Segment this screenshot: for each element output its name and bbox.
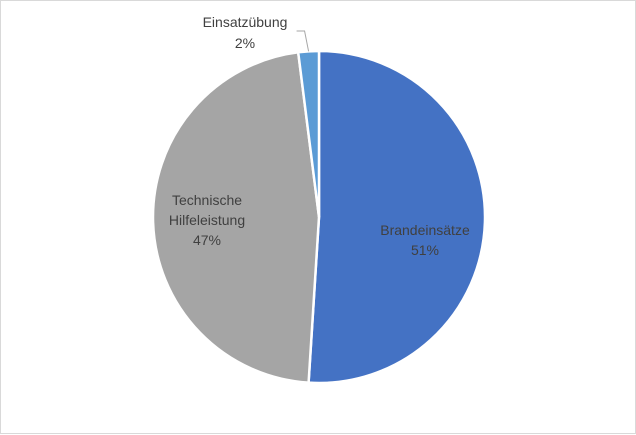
pie-slice-einsatzuebung [296,49,321,218]
leader-line-einsatzuebung [296,30,310,52]
data-label-technische-hilfeleistung: Technische Hilfeleistung 47% [169,192,245,248]
data-label-brandeinsaetze: Brandeinsätze 51% [380,222,470,258]
pie-slice-brandeinsaetze [307,49,487,385]
pie-slices [151,49,487,385]
data-label-einsatzuebung: Einsatzübung 2% [203,14,288,51]
data-labels: Brandeinsätze 51% Technische Hilfeleistung 4… [169,14,470,258]
leader-lines [296,30,310,52]
pie-slice-technische-hilfeleistung [151,50,321,384]
